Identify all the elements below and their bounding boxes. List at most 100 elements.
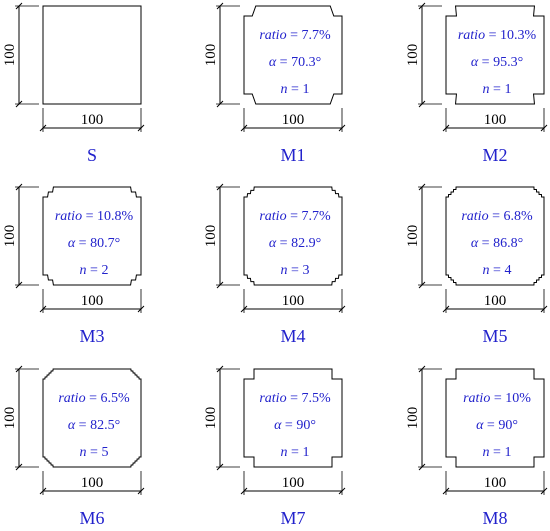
ratio-param: ratio = 7.7% [259, 209, 331, 224]
section-m1: 100 100 M1 ratio = 7.7% α = 70.3° n = 1 [203, 5, 343, 165]
section-outline [243, 5, 343, 105]
ratio-param-value: = 6.5% [86, 391, 130, 406]
ratio-param-symbol: ratio [458, 28, 485, 43]
width-dimension-label: 100 [81, 475, 104, 491]
alpha-param-value: = 95.3° [478, 55, 523, 70]
alpha-param-value: = 90° [483, 418, 518, 433]
n-param: n = 5 [80, 445, 109, 460]
height-dimension-label: 100 [203, 407, 219, 430]
height-dimension-label: 100 [405, 44, 421, 67]
ratio-param: ratio = 6.8% [461, 209, 533, 224]
width-dimension-label: 100 [81, 112, 104, 128]
section-outline [42, 186, 142, 286]
section-caption: M5 [482, 326, 507, 346]
n-param-value: = 3 [288, 263, 310, 278]
section-caption: M1 [280, 145, 305, 165]
section-m6: 100 100 M6 ratio = 6.5% α = 82.5° n = 5 [2, 368, 142, 528]
width-dimension-label: 100 [484, 293, 507, 309]
alpha-param: α = 90° [274, 418, 316, 433]
n-param-value: = 1 [288, 445, 310, 460]
section-outline [243, 368, 343, 468]
section-caption: S [87, 145, 97, 165]
ratio-param: ratio = 10% [463, 391, 531, 406]
alpha-param: α = 90° [476, 418, 518, 433]
n-param-symbol: n [80, 263, 87, 278]
alpha-param-value: = 90° [281, 418, 316, 433]
n-param-symbol: n [281, 445, 288, 460]
ratio-param: ratio = 6.5% [58, 391, 130, 406]
alpha-param-value: = 86.8° [478, 236, 523, 251]
ratio-param-symbol: ratio [461, 209, 488, 224]
width-dimension-label: 100 [81, 293, 104, 309]
alpha-param: α = 80.7° [68, 236, 120, 251]
ratio-param-symbol: ratio [259, 209, 286, 224]
section-outline [42, 368, 142, 468]
n-param-symbol: n [281, 263, 288, 278]
section-outline [445, 186, 545, 286]
section-m4: 100 100 M4 ratio = 7.7% α = 82.9° n = 3 [203, 186, 343, 346]
alpha-param-symbol: α [274, 418, 282, 433]
height-dimension-label: 100 [2, 407, 18, 430]
height-dimension-label: 100 [405, 225, 421, 248]
alpha-param-symbol: α [68, 418, 76, 433]
section-caption: M4 [280, 326, 305, 346]
width-dimension-label: 100 [282, 112, 305, 128]
height-dimension-label: 100 [203, 225, 219, 248]
section-m2: 100 100 M2 ratio = 10.3% α = 95.3° n = 1 [405, 5, 545, 165]
height-dimension-label: 100 [405, 407, 421, 430]
ratio-param-symbol: ratio [58, 391, 85, 406]
section-outline [445, 5, 545, 105]
section-caption: M8 [482, 508, 507, 528]
alpha-param: α = 70.3° [269, 55, 321, 70]
n-param: n = 4 [483, 263, 512, 278]
alpha-param-value: = 82.9° [276, 236, 321, 251]
section-caption: M3 [79, 326, 104, 346]
section-outline [445, 368, 545, 468]
ratio-param-symbol: ratio [259, 391, 286, 406]
n-param-value: = 1 [490, 82, 512, 97]
section-m8: 100 100 M8 ratio = 10% α = 90° n = 1 [405, 368, 545, 528]
alpha-param-value: = 80.7° [75, 236, 120, 251]
section-outline [243, 186, 343, 286]
section-caption: M6 [79, 508, 104, 528]
section-caption: M2 [482, 145, 507, 165]
section-m7: 100 100 M7 ratio = 7.5% α = 90° n = 1 [203, 368, 343, 528]
width-dimension-label: 100 [484, 475, 507, 491]
n-param-value: = 5 [87, 445, 109, 460]
section-m3: 100 100 M3 ratio = 10.8% α = 80.7° n = 2 [2, 186, 142, 346]
ratio-param-value: = 10.8% [82, 209, 133, 224]
alpha-param-symbol: α [471, 236, 479, 251]
n-param-symbol: n [80, 445, 87, 460]
width-dimension-label: 100 [484, 112, 507, 128]
n-param-symbol: n [281, 82, 288, 97]
alpha-param-symbol: α [476, 418, 484, 433]
n-param: n = 1 [483, 82, 512, 97]
alpha-param: α = 82.5° [68, 418, 120, 433]
alpha-param: α = 82.9° [269, 236, 321, 251]
n-param-value: = 1 [490, 445, 512, 460]
n-param: n = 1 [281, 445, 310, 460]
height-dimension-label: 100 [2, 225, 18, 248]
section-outline [42, 5, 142, 105]
ratio-param-value: = 6.8% [489, 209, 533, 224]
ratio-param-symbol: ratio [259, 28, 286, 43]
ratio-param-value: = 10% [490, 391, 531, 406]
ratio-param-symbol: ratio [463, 391, 490, 406]
ratio-param: ratio = 10.8% [55, 209, 134, 224]
alpha-param-symbol: α [68, 236, 76, 251]
n-param: n = 1 [281, 82, 310, 97]
ratio-param: ratio = 7.7% [259, 28, 331, 43]
alpha-param-symbol: α [269, 55, 277, 70]
ratio-param: ratio = 10.3% [458, 28, 537, 43]
n-param-value: = 2 [87, 263, 109, 278]
section-s: 100 100 S [2, 5, 142, 165]
alpha-param: α = 86.8° [471, 236, 523, 251]
n-param: n = 1 [483, 445, 512, 460]
ratio-param-value: = 7.5% [287, 391, 331, 406]
alpha-param-symbol: α [269, 236, 277, 251]
n-param-symbol: n [483, 82, 490, 97]
ratio-param: ratio = 7.5% [259, 391, 331, 406]
alpha-param: α = 95.3° [471, 55, 523, 70]
alpha-param-value: = 82.5° [75, 418, 120, 433]
